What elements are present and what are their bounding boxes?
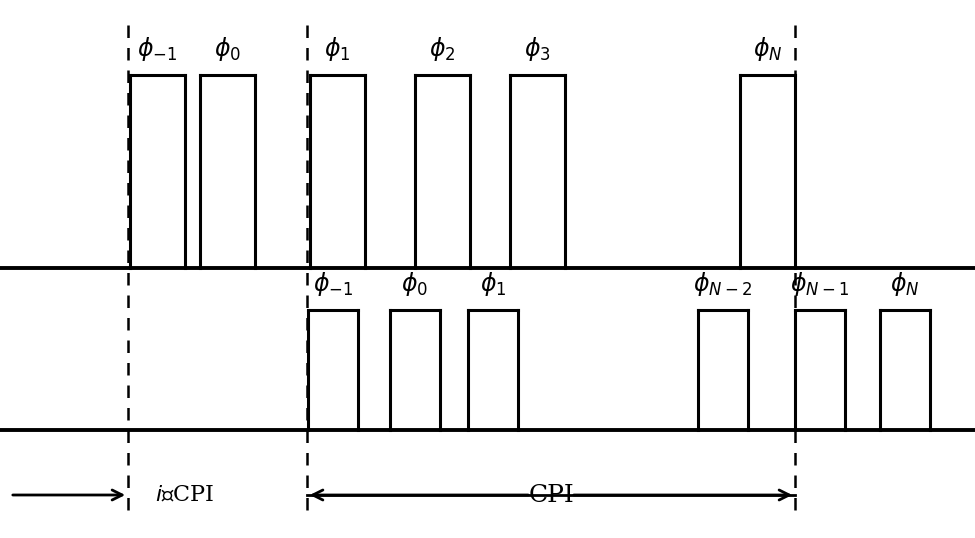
Text: $\phi_{1}$: $\phi_{1}$ — [325, 35, 351, 63]
Text: $\phi_{0}$: $\phi_{0}$ — [214, 35, 241, 63]
Text: $\phi_{2}$: $\phi_{2}$ — [429, 35, 455, 63]
Text: $\phi_{N-2}$: $\phi_{N-2}$ — [693, 270, 753, 298]
Text: $\phi_{1}$: $\phi_{1}$ — [480, 270, 506, 298]
Text: $\phi_{0}$: $\phi_{0}$ — [402, 270, 428, 298]
Text: $\phi_{N-1}$: $\phi_{N-1}$ — [791, 270, 849, 298]
Text: $\phi_{-1}$: $\phi_{-1}$ — [137, 35, 177, 63]
Text: $\phi_{-1}$: $\phi_{-1}$ — [313, 270, 353, 298]
Text: $\phi_{3}$: $\phi_{3}$ — [525, 35, 551, 63]
Text: CPI: CPI — [528, 484, 574, 506]
Text: $i$个CPI: $i$个CPI — [155, 484, 214, 506]
Text: $\phi_{N}$: $\phi_{N}$ — [890, 270, 919, 298]
Text: $\phi_{N}$: $\phi_{N}$ — [753, 35, 782, 63]
